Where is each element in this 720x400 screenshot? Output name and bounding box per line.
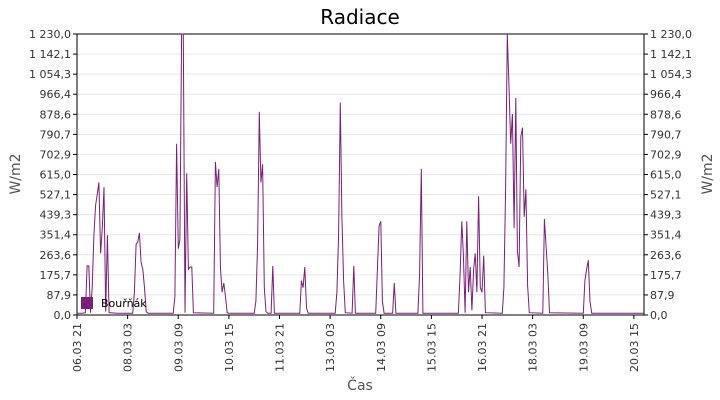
y-tick-label-right: 1 054,3 — [650, 68, 692, 81]
y-tick-label: 351,4 — [40, 229, 72, 242]
y-tick-label: 1 054,3 — [29, 68, 71, 81]
y-tick-label: 790,7 — [40, 128, 72, 141]
x-tick-label: 18.03 03 — [527, 323, 540, 372]
y-axis-label-right: W/m2 — [700, 153, 716, 194]
y-tick-label: 87,9 — [47, 289, 72, 302]
y-tick-label-right: 1 230,0 — [650, 28, 692, 41]
x-tick-label: 08.03 03 — [122, 323, 135, 372]
y-tick-label: 1 230,0 — [29, 28, 71, 41]
chart-title: Radiace — [320, 5, 400, 29]
x-tick-label: 13.03 03 — [324, 323, 337, 372]
x-tick-label: 06.03 21 — [71, 323, 84, 372]
y-tick-label-right: 87,9 — [650, 289, 675, 302]
x-tick-label: 11.03 21 — [274, 323, 287, 372]
x-tick-label: 09.03 09 — [172, 323, 185, 372]
y-tick-label-right: 175,7 — [650, 269, 682, 282]
y-axis-right: 0,0 87,9 175,7 263,6 351,4 439,3 527,1 615,0 702… — [644, 28, 692, 322]
series-line — [77, 33, 644, 314]
y-tick-label-right: 702,9 — [650, 148, 682, 161]
y-tick-label-right: 439,3 — [650, 209, 682, 222]
legend: Bouřňák — [81, 297, 147, 310]
y-tick-label: 175,7 — [40, 269, 72, 282]
x-tick-label: 10.03 15 — [223, 323, 236, 372]
y-tick-label: 263,6 — [40, 249, 72, 262]
y-tick-label-right: 0,0 — [650, 309, 668, 322]
x-tick-label: 15.03 15 — [425, 323, 438, 372]
y-tick-label: 439,3 — [40, 209, 72, 222]
x-tick-label: 16.03 21 — [476, 323, 489, 372]
x-tick-label: 14.03 09 — [375, 323, 388, 372]
y-tick-label: 0,0 — [54, 309, 72, 322]
y-tick-label: 615,0 — [40, 169, 72, 182]
y-tick-label: 966,4 — [40, 88, 72, 101]
y-tick-label: 1 142,1 — [29, 48, 71, 61]
y-tick-label-right: 615,0 — [650, 169, 682, 182]
y-axis-left: 0,0 87,9 175,7 263,6 351,4 439,3 527,1 615,0 702… — [29, 28, 77, 322]
legend-label: Bouřňák — [101, 297, 147, 310]
x-tick-label: 20.03 15 — [628, 323, 641, 372]
y-tick-label: 702,9 — [40, 148, 72, 161]
y-tick-label-right: 878,6 — [650, 108, 682, 121]
y-tick-label-right: 1 142,1 — [650, 48, 692, 61]
y-axis-label-left: W/m2 — [8, 153, 24, 194]
legend-swatch — [81, 297, 93, 309]
x-axis-label: Čas — [347, 376, 373, 394]
gridlines — [77, 53, 644, 296]
y-tick-label-right: 790,7 — [650, 128, 682, 141]
y-tick-label-right: 263,6 — [650, 249, 682, 262]
y-tick-label: 878,6 — [40, 108, 72, 121]
y-tick-label-right: 966,4 — [650, 88, 682, 101]
y-tick-label-right: 527,1 — [650, 189, 682, 202]
y-tick-label: 527,1 — [40, 189, 72, 202]
x-tick-label: 19.03 09 — [577, 323, 590, 372]
y-tick-label-right: 351,4 — [650, 229, 682, 242]
x-axis: 06.03 21 08.03 03 09.03 09 10.03 15 11.03 21… — [71, 315, 641, 372]
